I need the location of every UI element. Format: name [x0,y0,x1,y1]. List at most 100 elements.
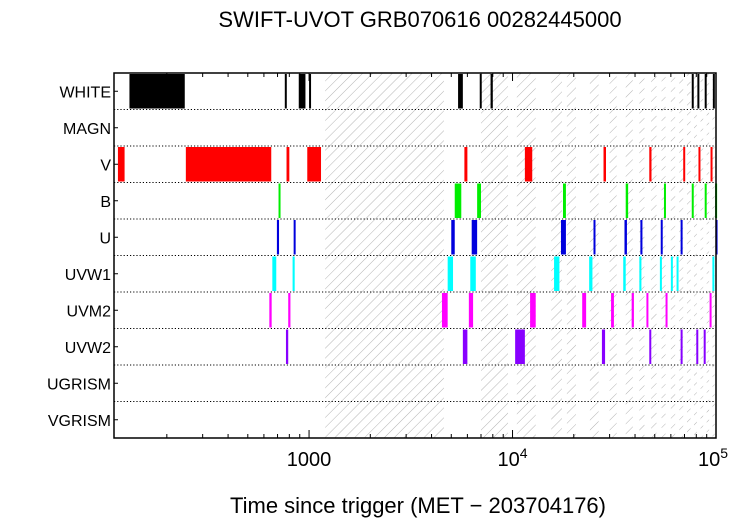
exposure-bar [560,220,566,255]
x-axis: 1000 104 105 [166,73,728,471]
exposure-bar [562,183,566,218]
gap-region [670,73,676,438]
exposure-bars [117,74,718,364]
exposure-bar [710,147,713,182]
exposure-bar [117,147,125,182]
exposure-bar [477,183,482,218]
exposure-bar [683,147,686,182]
row-label: B [100,194,111,211]
row-label: U [99,230,111,247]
exposure-bar [524,147,533,182]
exposure-bar [649,147,652,182]
exposure-bar [554,256,560,291]
exposure-bar [470,256,476,291]
gap-region [566,73,576,438]
exposure-bar [129,74,185,109]
exposure-bar [471,220,478,255]
exposure-bar [278,183,281,218]
row-label: VGRISM [48,413,111,430]
exposure-bar [639,256,642,291]
exposure-bar [698,147,701,182]
gap-region [639,73,645,438]
exposure-bar [709,293,712,328]
gap-region [661,73,666,438]
exposure-bar [490,74,493,109]
exposure-bar [462,329,468,364]
exposure-bar [625,183,629,218]
exposure-bar [441,293,448,328]
gap-region [651,73,657,438]
exposure-bar [185,147,272,182]
exposure-bar [704,183,707,218]
exposure-bar [691,74,694,109]
gap-region [516,73,536,438]
exposure-bar [691,183,694,218]
exposure-bar [663,183,666,218]
gap-region [694,73,697,438]
gap-region [686,73,691,438]
exposure-bar [447,256,454,291]
row-label: UVM2 [67,303,112,320]
exposure-bar [286,147,290,182]
plot-frame [113,72,717,439]
row-label: V [100,157,111,174]
row-label: UVW1 [65,267,111,284]
x-tick-label: 1000 [287,449,332,471]
exposure-bar [284,74,287,109]
row-labels: WHITE MAGN V B U UVW1 UVM2 UVW2 UGRISM VGRISM [47,84,118,430]
gap-region [481,73,508,438]
row-label: UGRISM [47,376,111,393]
row-separators [114,109,716,402]
exposure-bar [659,256,662,291]
exposure-bar [696,329,699,364]
row-label: MAGN [63,121,111,138]
exposure-bar [272,256,277,291]
exposure-bar [670,256,673,291]
gap-region [609,73,617,438]
x-tick-label: 105 [698,445,728,471]
exposure-bar [660,220,663,255]
exposure-bar [515,329,525,364]
exposure-bar [293,220,296,255]
exposure-bar [676,256,679,291]
exposure-bar [623,256,626,291]
exposure-bar [646,293,649,328]
gap-region [706,73,710,438]
exposure-bar [285,329,289,364]
x-tick-label: 104 [498,445,528,471]
exposure-bar [624,220,627,255]
exposure-bar [582,293,587,328]
row-label: WHITE [59,84,111,101]
gap-region [325,73,444,438]
exposure-bar [464,147,468,182]
exposure-bar [611,293,614,328]
exposure-bar [276,220,280,255]
exposure-bar [680,329,683,364]
exposure-bar [712,74,715,109]
exposure-bar [307,147,322,182]
exposure-bar [479,74,482,109]
exposure-bar [593,220,596,255]
exposure-bar [589,256,593,291]
row-label: UVW2 [65,340,111,357]
exposure-bar [697,74,700,109]
exposure-bar [640,220,643,255]
x-axis-label: Time since trigger (MET − 203704176) [230,493,606,518]
exposure-bar [649,329,652,364]
exposure-bar [631,293,634,328]
exposure-bar [703,329,706,364]
exposure-bar [451,220,455,255]
exposure-bar [309,74,312,109]
exposure-bar [269,293,272,328]
exposure-bar [468,293,474,328]
exposure-bar [603,147,607,182]
exposure-bar [680,220,683,255]
exposure-bar [454,183,462,218]
gap-region [700,73,704,438]
exposure-bar [458,74,463,109]
exposure-bar [292,256,295,291]
exposure-bar [298,74,306,109]
exposure-bar [704,74,707,109]
exposure-bar [712,256,715,291]
